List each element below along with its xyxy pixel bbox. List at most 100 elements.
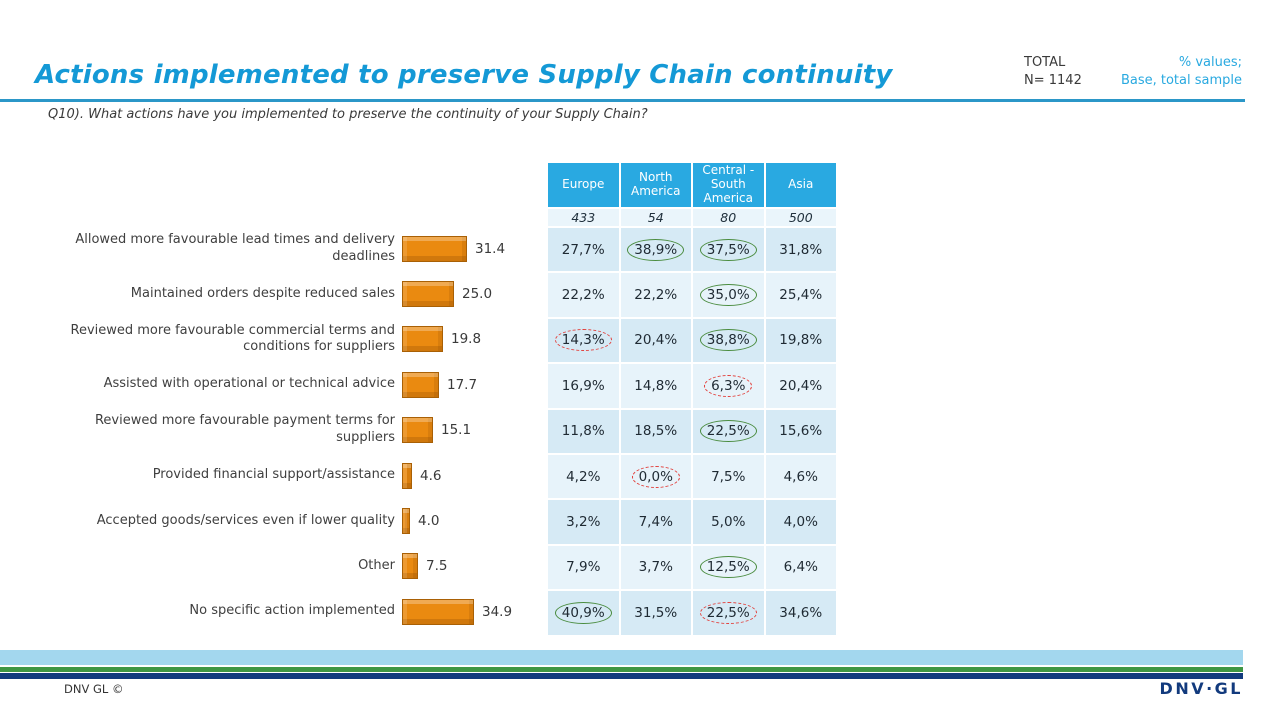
bar-label: Accepted goods/services even if lower qu… [96, 512, 395, 528]
table-row: 40,9% 31,5% 22,5% 34,6% [548, 589, 838, 635]
base-value: 433 [548, 209, 619, 226]
values-note-line2: Base, total sample [1120, 73, 1242, 89]
table-cell: 38,9% [620, 228, 691, 272]
bar-label: Maintained orders despite reduced sales [130, 285, 395, 301]
table-cell: 22,2% [548, 273, 619, 317]
bar-label: Other [358, 557, 395, 573]
survey-question: Q10). What actions have you implemented … [48, 107, 648, 122]
bar-label: Reviewed more favourable payment terms f… [94, 413, 395, 446]
bar [402, 462, 412, 489]
region-table: Europe North America Central - South Ame… [548, 163, 838, 635]
bar [402, 281, 454, 308]
column-header: Central - South America [693, 163, 764, 207]
table-row: 3,2% 7,4% 5,0% 4,0% [548, 498, 838, 544]
bar [402, 235, 467, 262]
table-cell: 12,5% [693, 545, 764, 590]
table-cell: 31,8% [765, 228, 836, 272]
table-cell: 18,5% [620, 409, 691, 453]
bar [402, 326, 443, 353]
title-divider [0, 99, 1245, 102]
chart-row: Reviewed more favourable commercial term… [55, 317, 555, 362]
table-cell: 14,8% [620, 364, 691, 408]
table-cell: 4,0% [765, 500, 836, 544]
table-cell: 7,9% [548, 545, 619, 590]
bar-value-label: 15.1 [441, 422, 472, 439]
table-cell: 0,0% [620, 454, 691, 499]
base-row: 433 54 80 500 [548, 207, 838, 226]
bar-value-label: 4.6 [420, 467, 442, 484]
table-row: 11,8% 18,5% 22,5% 15,6% [548, 408, 838, 453]
bar [402, 508, 410, 535]
table-cell: 16,9% [548, 364, 619, 408]
table-cell: 15,6% [765, 409, 836, 453]
dnv-gl-logo: DNV·GL [1159, 679, 1243, 698]
base-value: 54 [620, 209, 691, 226]
table-cell: 6,3% [693, 364, 764, 408]
table-cell: 40,9% [548, 591, 619, 635]
chart-row: Maintained orders despite reduced sales … [55, 271, 555, 316]
total-sample-note: TOTAL N= 1142 [1024, 54, 1082, 90]
bar-label: Allowed more favourable lead times and d… [75, 231, 395, 264]
table-cell: 11,8% [548, 409, 619, 453]
values-note: % values; Base, total sample [1121, 54, 1242, 90]
bar-value-label: 25.0 [462, 286, 493, 303]
table-row: 27,7% 38,9% 37,5% 31,8% [548, 226, 838, 272]
footer-stripe-navy [0, 673, 1243, 679]
bar [402, 371, 439, 398]
bar [402, 417, 433, 444]
chart-row: Reviewed more favourable payment terms f… [55, 408, 555, 453]
column-header: North America [620, 163, 691, 207]
table-cell: 22,5% [693, 409, 764, 453]
table-cell: 31,5% [620, 591, 691, 635]
table-row: 7,9% 3,7% 12,5% 6,4% [548, 544, 838, 590]
chart-row: Provided financial support/assistance 4.… [55, 453, 555, 498]
total-n: N= 1142 [1024, 73, 1082, 89]
table-cell: 34,6% [765, 591, 836, 635]
bar-value-label: 17.7 [447, 376, 478, 393]
table-cell: 7,4% [620, 500, 691, 544]
table-cell: 14,3% [548, 318, 619, 363]
table-row: 16,9% 14,8% 6,3% 20,4% [548, 362, 838, 408]
table-cell: 5,0% [693, 500, 764, 544]
bar-label: Provided financial support/assistance [152, 467, 395, 483]
chart-row: Accepted goods/services even if lower qu… [55, 498, 555, 543]
table-row: 14,3% 20,4% 38,8% 19,8% [548, 317, 838, 363]
bar [402, 598, 474, 625]
copyright-text: DNV GL © [64, 682, 124, 696]
footer-stripe-green [0, 667, 1243, 672]
values-note-line1: % values; [1178, 55, 1242, 70]
base-value: 80 [693, 209, 764, 226]
table-cell: 3,7% [620, 545, 691, 590]
table-cell: 35,0% [693, 273, 764, 317]
bar-value-label: 4.0 [418, 513, 440, 530]
table-row: 22,2% 22,2% 35,0% 25,4% [548, 271, 838, 317]
table-row: 4,2% 0,0% 7,5% 4,6% [548, 453, 838, 499]
table-cell: 27,7% [548, 228, 619, 272]
table-cell: 25,4% [765, 273, 836, 317]
chart-row: Other 7.5 [55, 544, 555, 589]
table-header-row: Europe North America Central - South Ame… [548, 163, 838, 207]
table-cell: 37,5% [693, 228, 764, 272]
table-cell: 22,2% [620, 273, 691, 317]
chart-row: No specific action implemented 34.9 [55, 589, 555, 634]
page-title: Actions implemented to preserve Supply C… [35, 60, 893, 90]
footer-stripe-lightblue [0, 650, 1243, 665]
bar-label: No specific action implemented [189, 603, 395, 619]
bar-label: Reviewed more favourable commercial term… [70, 322, 396, 355]
table-cell: 19,8% [765, 318, 836, 363]
chart-row: Assisted with operational or technical a… [55, 362, 555, 407]
bar-value-label: 31.4 [475, 240, 506, 257]
table-cell: 3,2% [548, 500, 619, 544]
bar-value-label: 34.9 [482, 603, 513, 620]
bar-value-label: 19.8 [451, 331, 482, 348]
bar-chart: Allowed more favourable lead times and d… [55, 226, 555, 635]
base-value: 500 [765, 209, 836, 226]
table-cell: 7,5% [693, 454, 764, 499]
table-cell: 22,5% [693, 591, 764, 635]
table-cell: 20,4% [620, 318, 691, 363]
column-header: Europe [548, 163, 619, 207]
total-label: TOTAL [1024, 55, 1066, 70]
table-cell: 4,6% [765, 454, 836, 499]
bar [402, 553, 418, 580]
